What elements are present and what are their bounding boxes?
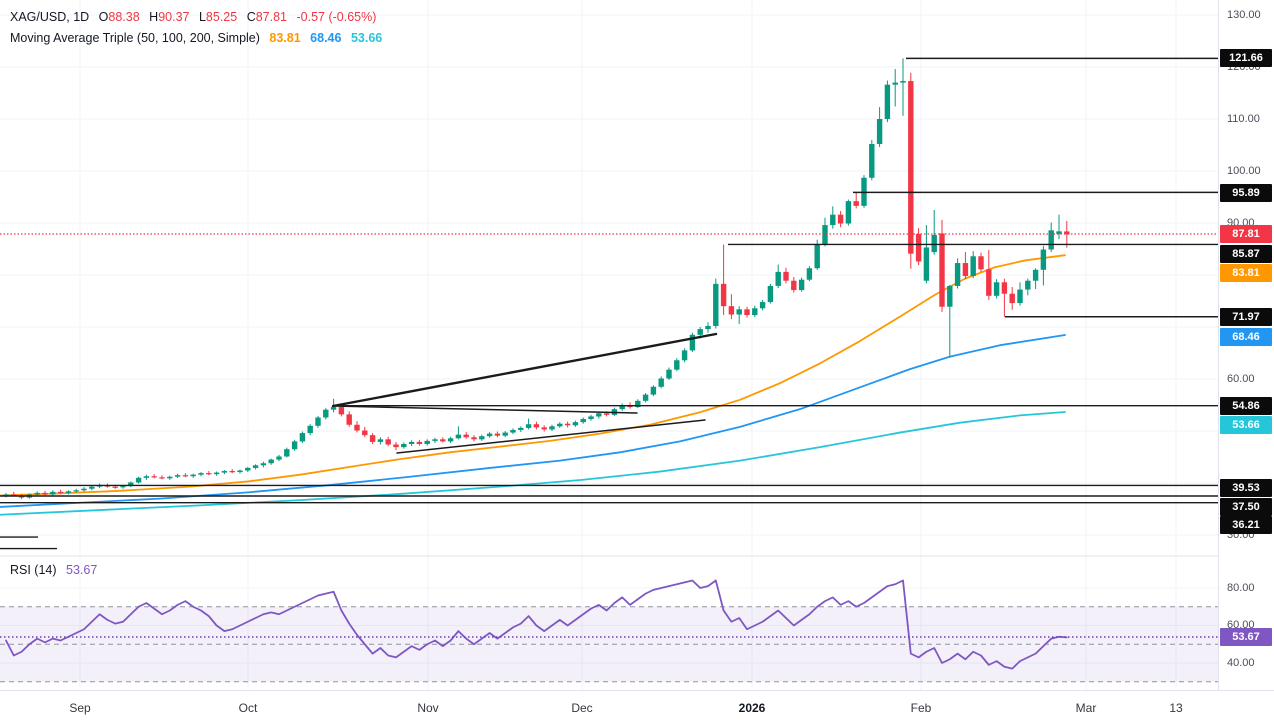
close-label: C [246,10,256,24]
open-label: O [98,10,109,24]
open-value: 88.38 [108,10,140,24]
price-label-badge: 53.66 [1220,416,1272,434]
price-label-badge: 85.87 [1220,245,1272,263]
close-value: 87.81 [255,10,287,24]
price-axis-label: 130.00 [1227,9,1261,21]
symbol-legend[interactable]: XAG/USD, 1D O88.38 H90.37 L85.25 C87.81 … [10,10,376,24]
price-label-badge: 87.81 [1220,225,1272,243]
price-label-badge: 39.53 [1220,479,1272,497]
ma200-value: 53.66 [350,31,383,45]
price-label-badge: 68.46 [1220,328,1272,346]
price-label-badge: 54.86 [1220,397,1272,415]
ma50-line [0,254,1066,497]
time-axis[interactable]: Sep Oct Nov Dec 2026 Feb Mar 13 [0,690,1274,728]
time-axis-label: Dec [571,701,593,715]
time-axis-label: Sep [69,701,91,715]
price-axis[interactable]: 130.00 120.00 110.00 100.00 90.00 60.00 30.00 8… [1218,0,1274,690]
ma100-value: 68.46 [310,31,342,45]
rsi-band [0,606,1218,683]
price-label-badge: 71.97 [1220,308,1272,326]
price-axis-label: 100.00 [1227,165,1261,177]
ma100-line [0,334,1066,508]
ma200-line [0,411,1066,516]
time-axis-label: Mar [1075,701,1097,715]
low-label: L [198,10,206,24]
drawn-horizontal-lines [0,57,1218,550]
change-value: -0.57 (-0.65%) [296,10,377,24]
high-label: H [149,10,159,24]
price-axis-label: 40.00 [1227,657,1255,669]
price-label-badge: 36.21 [1220,516,1272,534]
trendlines [331,332,718,454]
price-axis-label: 80.00 [1227,582,1255,594]
low-value: 85.25 [205,10,238,24]
rsi-title: RSI (14) [10,563,57,577]
time-axis-label: Oct [238,701,258,715]
candlesticks [3,58,1070,500]
time-axis-label: Nov [417,701,439,715]
high-value: 90.37 [158,10,190,24]
rsi-legend[interactable]: RSI (14) 53.67 [10,563,97,577]
time-axis-label: 2026 [738,701,766,715]
grid-lines [0,0,1218,690]
ma50-value: 83.81 [269,31,301,45]
price-label-badge: 83.81 [1220,264,1272,282]
ma-title: Moving Average Triple (50, 100, 200, Sim… [10,31,260,45]
symbol-title: XAG/USD, 1D [10,10,90,24]
price-axis-label: 60.00 [1227,373,1255,385]
price-label-badge: 37.50 [1220,498,1272,516]
time-axis-label: Feb [910,701,932,715]
price-label-badge: 53.67 [1220,628,1272,646]
rsi-value: 53.67 [66,563,98,577]
time-axis-label: 13 [1169,701,1183,715]
rsi-line [5,579,1068,670]
price-axis-label: 110.00 [1227,113,1260,125]
price-label-badge: 121.66 [1220,49,1272,67]
price-label-badge: 95.89 [1220,184,1272,202]
ma-legend[interactable]: Moving Average Triple (50, 100, 200, Sim… [10,31,382,45]
